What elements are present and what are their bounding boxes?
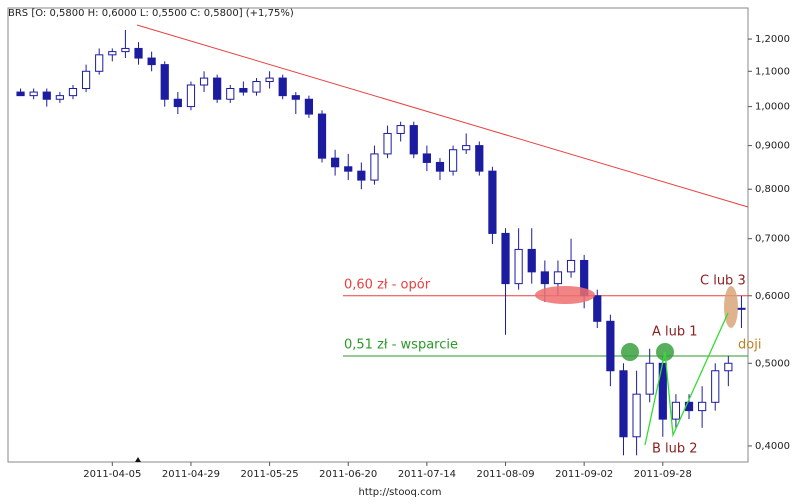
candle-body xyxy=(344,166,353,172)
candle-body xyxy=(121,47,130,53)
candle-body xyxy=(396,125,405,134)
candle-body xyxy=(304,98,314,115)
candle-body xyxy=(42,91,51,100)
y-tick-label: 1,2000 xyxy=(755,34,790,45)
candle-body xyxy=(317,113,327,159)
highlight xyxy=(535,286,595,304)
chart-title: BRS [O: 0,5800 H: 0,6000 L: 0,5500 C: 0,… xyxy=(8,8,294,19)
candle-body xyxy=(147,57,156,66)
candle-body xyxy=(291,95,300,100)
candle-body xyxy=(199,77,209,86)
source: http://stooq.com xyxy=(359,487,442,498)
candle-body xyxy=(265,77,274,83)
annotation: A lub 1 xyxy=(652,325,698,340)
candle-body xyxy=(422,153,431,163)
highlight xyxy=(724,286,738,328)
y-tick-label: 1,0000 xyxy=(755,102,790,113)
y-tick-label: 1,1000 xyxy=(755,66,790,77)
candle-body xyxy=(81,70,91,90)
candle-body xyxy=(160,64,169,100)
annotation: B lub 2 xyxy=(652,442,698,457)
candle-body xyxy=(383,132,392,155)
candle-body xyxy=(475,145,484,172)
candle-body xyxy=(95,54,104,72)
candle-body xyxy=(29,91,38,97)
candle-body xyxy=(632,393,641,438)
candle-body xyxy=(462,145,471,151)
candle-body xyxy=(435,161,445,172)
trend-line xyxy=(136,24,749,208)
candle-body xyxy=(645,362,654,395)
x-tick-label: 2011-09-02 xyxy=(555,469,613,480)
candle-body xyxy=(331,157,340,168)
candle-body xyxy=(357,170,366,181)
marker xyxy=(135,457,141,462)
x-tick-label: 2011-04-05 xyxy=(83,469,141,480)
candle-body xyxy=(606,320,615,372)
x-tick-label: 2011-05-25 xyxy=(241,469,299,480)
candle-body xyxy=(448,149,458,172)
candle-body xyxy=(514,248,523,285)
candle-body xyxy=(213,77,222,100)
candle-body xyxy=(173,98,182,108)
annotation: doji xyxy=(738,338,761,353)
highlight xyxy=(621,343,639,361)
candle-body xyxy=(698,401,707,412)
wave-line xyxy=(644,312,729,446)
annotation: C lub 3 xyxy=(700,274,746,289)
candle-body xyxy=(55,95,64,100)
candle-body xyxy=(68,88,78,97)
candle-body xyxy=(711,370,720,403)
candle-body xyxy=(671,401,681,420)
candle-body xyxy=(540,271,549,285)
candle-body xyxy=(737,307,746,310)
candle-body xyxy=(593,295,602,322)
candle-body xyxy=(501,232,510,285)
candle-body xyxy=(16,91,25,97)
x-tick-label: 2011-08-09 xyxy=(476,469,534,480)
x-tick-label: 2011-04-29 xyxy=(162,469,220,480)
y-tick-label: 0,6000 xyxy=(755,291,790,302)
y-tick-label: 0,4000 xyxy=(755,441,790,452)
x-tick-label: 2011-07-14 xyxy=(398,469,456,480)
candle-body xyxy=(566,259,576,273)
candle-body xyxy=(239,88,248,93)
level-label: 0,51 zł - wsparcie xyxy=(344,337,458,352)
x-tick-label: 2011-06-20 xyxy=(319,469,377,480)
candle-body xyxy=(108,51,117,56)
candle-body xyxy=(724,362,733,372)
candle-body xyxy=(134,47,143,59)
candle-body xyxy=(278,77,287,97)
candle-body xyxy=(252,81,261,93)
plot-frame xyxy=(7,7,749,463)
y-tick-label: 0,9000 xyxy=(755,141,790,152)
candle-body xyxy=(553,271,563,285)
candle-body xyxy=(186,84,196,108)
candle-body xyxy=(488,170,497,234)
candle-body xyxy=(370,153,379,181)
candle-body xyxy=(619,370,628,438)
candle-body xyxy=(409,125,418,155)
y-tick-label: 0,8000 xyxy=(755,184,790,195)
y-tick-label: 0,5000 xyxy=(755,358,790,369)
candle-body xyxy=(226,88,235,100)
level-label: 0,60 zł - opór xyxy=(344,277,431,292)
x-tick-label: 2011-09-28 xyxy=(634,469,692,480)
y-tick-label: 0,7000 xyxy=(755,234,790,245)
candle-body xyxy=(527,248,536,273)
